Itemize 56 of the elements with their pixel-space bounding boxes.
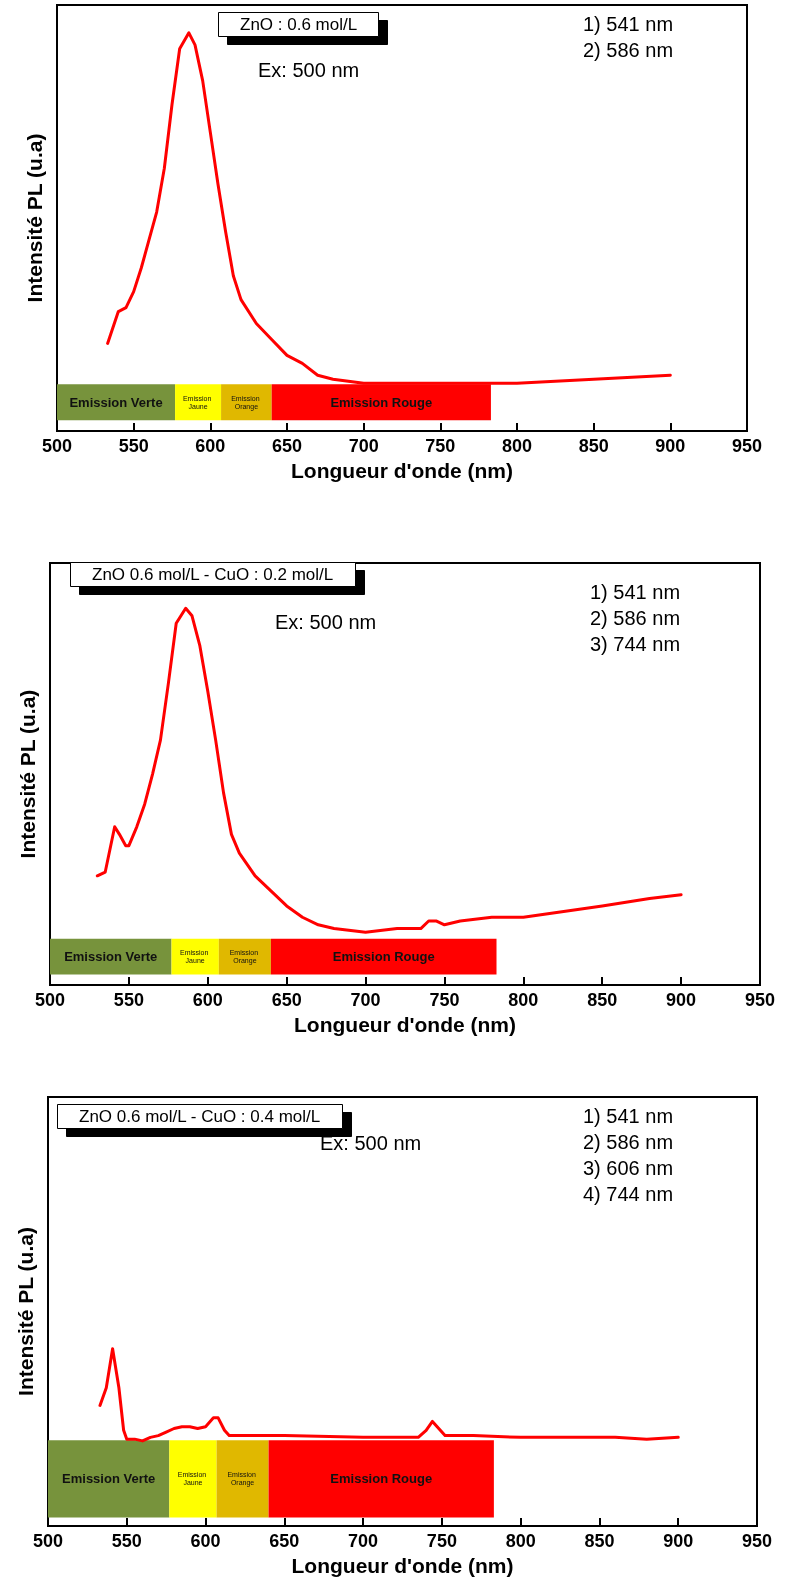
x-tick-label: 650 <box>271 436 303 456</box>
chart-title: ZnO 0.6 mol/L - CuO : 0.4 mol/L <box>79 1107 321 1126</box>
band-label: Emission Rouge <box>330 1471 433 1487</box>
x-tick-label: 900 <box>663 1531 694 1551</box>
band-label: Emission Verte <box>64 949 158 965</box>
band-label: Emission Rouge <box>330 394 433 410</box>
x-tick-label: 550 <box>113 990 144 1011</box>
x-tick-label: 750 <box>425 436 456 456</box>
x-tick-label: 750 <box>426 1531 457 1551</box>
x-tick-label: 650 <box>271 990 302 1011</box>
x-tick-label: 800 <box>508 990 539 1011</box>
text: 1) 541 nm <box>590 581 681 603</box>
band-label: Emission Verte <box>69 394 163 410</box>
annotation: 2) 586 nm <box>583 39 674 61</box>
x-tick-label: 600 <box>192 990 223 1011</box>
text: 4) 744 nm <box>583 1183 674 1205</box>
text: 3) 606 nm <box>583 1157 674 1179</box>
text: 2) 586 nm <box>583 1131 674 1153</box>
band-label: Emission Rouge <box>332 949 435 965</box>
x-tick-label: 550 <box>118 436 149 456</box>
x-tick-label: 850 <box>587 990 618 1011</box>
y-axis-title: Intensité PL (u.a) <box>23 133 46 303</box>
x-tick-label: 750 <box>429 990 460 1011</box>
text: 1) 541 nm <box>583 1105 674 1127</box>
chart-title: ZnO 0.6 mol/L - CuO : 0.2 mol/L <box>92 565 334 584</box>
x-tick-label: 800 <box>501 436 533 456</box>
x-tick-label: 550 <box>111 1531 142 1551</box>
x-tick-label: 650 <box>269 1531 300 1551</box>
annotation: Ex: 500 nm <box>275 611 377 633</box>
annotation: 1) 541 nm <box>583 13 674 35</box>
x-axis-title: Longueur d'onde (nm) <box>291 458 513 482</box>
x-tick-label: 500 <box>41 436 73 456</box>
x-axis-title: Longueur d'onde (nm) <box>291 1553 514 1577</box>
x-tick-label: 700 <box>348 1531 379 1551</box>
y-axis-title: Intensité PL (u.a) <box>14 1227 37 1396</box>
x-tick-label: 500 <box>32 1531 64 1551</box>
x-tick-label: 850 <box>584 1531 615 1551</box>
x-tick-label: 700 <box>348 436 379 456</box>
x-axis-title: Longueur d'onde (nm) <box>294 1013 516 1036</box>
x-tick-label: 950 <box>744 990 776 1011</box>
annotation: Ex: 500 nm <box>258 59 360 81</box>
x-tick-label: 900 <box>666 990 697 1011</box>
band-label: Emission Verte <box>62 1471 156 1487</box>
x-tick-label: 600 <box>190 1531 221 1551</box>
chart-title: ZnO : 0.6 mol/L <box>240 15 358 34</box>
x-tick-label: 800 <box>505 1531 536 1551</box>
x-tick-label: 950 <box>731 436 763 456</box>
x-tick-label: 700 <box>350 990 381 1011</box>
y-axis-title: Intensité PL (u.a) <box>16 689 39 859</box>
x-tick-label: 850 <box>578 436 609 456</box>
x-tick-label: 950 <box>741 1531 773 1551</box>
x-tick-label: 900 <box>655 436 686 456</box>
x-tick-label: 600 <box>195 436 226 456</box>
x-tick-label: 500 <box>34 990 66 1011</box>
annotation: 3) 744 nm <box>590 633 681 655</box>
annotation: 2) 586 nm <box>590 607 681 629</box>
